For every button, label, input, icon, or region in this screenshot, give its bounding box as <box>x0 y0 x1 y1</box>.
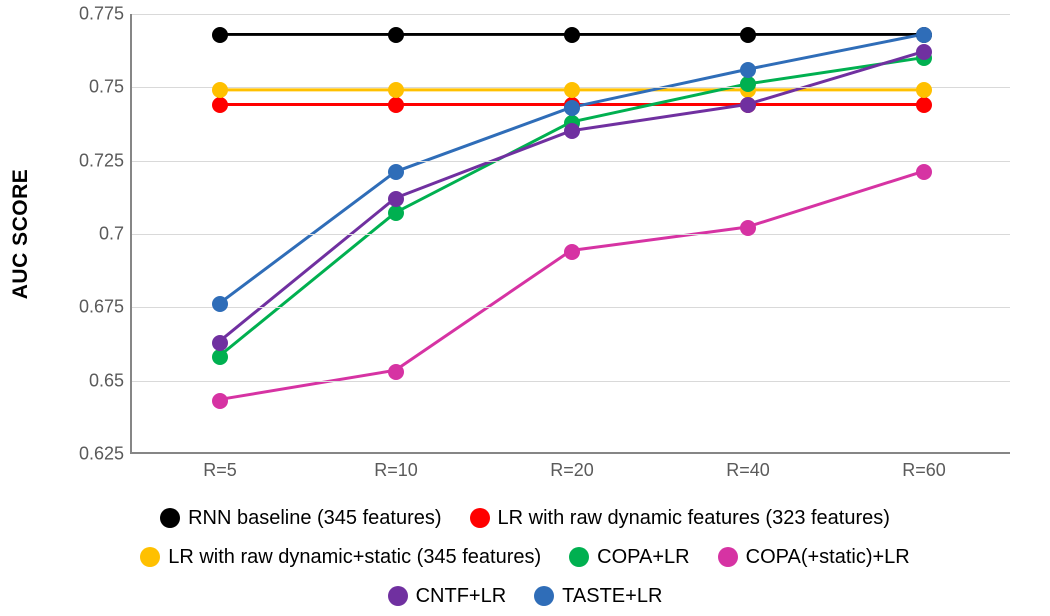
y-tick-label: 0.775 <box>79 4 132 25</box>
chart-container: AUC SCORE 0.6250.650.6750.70.7250.750.77… <box>0 0 1050 615</box>
y-tick-label: 0.7 <box>99 224 132 245</box>
gridline <box>132 14 1010 15</box>
legend-label: LR with raw dynamic features (323 featur… <box>498 500 890 536</box>
series-marker-cntf_lr <box>564 123 580 139</box>
series-marker-cntf_lr <box>740 97 756 113</box>
series-marker-lr_raw_dynamic <box>916 97 932 113</box>
legend-row: RNN baseline (345 features) LR with raw d… <box>0 500 1050 539</box>
legend-item-taste_lr: TASTE+LR <box>534 578 662 614</box>
series-marker-copa_static_lr <box>916 164 932 180</box>
legend-swatch <box>140 547 160 567</box>
gridline <box>132 161 1010 162</box>
series-marker-rnn_baseline <box>212 27 228 43</box>
legend-label: RNN baseline (345 features) <box>188 500 441 536</box>
series-marker-lr_raw_dyn_static <box>212 82 228 98</box>
series-marker-cntf_lr <box>212 335 228 351</box>
x-tick-label: R=5 <box>203 452 237 481</box>
series-marker-lr_raw_dyn_static <box>916 82 932 98</box>
legend-swatch <box>534 586 554 606</box>
legend-swatch <box>388 586 408 606</box>
series-marker-copa_static_lr <box>740 220 756 236</box>
series-svg <box>132 14 1010 452</box>
legend-item-copa_lr: COPA+LR <box>569 539 689 575</box>
series-marker-lr_raw_dynamic <box>212 97 228 113</box>
legend: RNN baseline (345 features)LR with raw d… <box>0 500 1050 616</box>
series-marker-copa_static_lr <box>564 244 580 260</box>
y-tick-label: 0.625 <box>79 444 132 465</box>
y-tick-label: 0.75 <box>89 77 132 98</box>
legend-item-lr_raw_dynamic: LR with raw dynamic features (323 featur… <box>470 500 890 536</box>
y-tick-label: 0.65 <box>89 370 132 391</box>
series-marker-copa_lr <box>212 349 228 365</box>
x-tick-label: R=60 <box>902 452 946 481</box>
gridline <box>132 307 1010 308</box>
legend-label: COPA+LR <box>597 539 689 575</box>
series-line-copa_static_lr <box>220 172 922 400</box>
legend-label: COPA(+static)+LR <box>746 539 910 575</box>
series-marker-copa_lr <box>388 205 404 221</box>
series-marker-copa_static_lr <box>212 393 228 409</box>
series-marker-rnn_baseline <box>388 27 404 43</box>
series-marker-lr_raw_dynamic <box>388 97 404 113</box>
series-marker-lr_raw_dyn_static <box>564 82 580 98</box>
series-marker-cntf_lr <box>388 191 404 207</box>
series-marker-taste_lr <box>916 27 932 43</box>
y-tick-label: 0.675 <box>79 297 132 318</box>
x-tick-label: R=20 <box>550 452 594 481</box>
legend-item-copa_static_lr: COPA(+static)+LR <box>718 539 910 575</box>
legend-item-lr_raw_dyn_static: LR with raw dynamic+static (345 features… <box>140 539 541 575</box>
series-marker-rnn_baseline <box>564 27 580 43</box>
series-marker-taste_lr <box>388 164 404 180</box>
series-marker-taste_lr <box>212 296 228 312</box>
series-marker-taste_lr <box>564 100 580 116</box>
legend-item-cntf_lr: CNTF+LR <box>388 578 507 614</box>
legend-swatch <box>160 508 180 528</box>
legend-row: CNTF+LR TASTE+LR <box>0 578 1050 616</box>
series-marker-taste_lr <box>740 62 756 78</box>
legend-swatch <box>470 508 490 528</box>
legend-swatch <box>569 547 589 567</box>
legend-label: CNTF+LR <box>416 578 507 614</box>
series-marker-rnn_baseline <box>740 27 756 43</box>
plot-area: 0.6250.650.6750.70.7250.750.775R=5R=10R=… <box>130 14 1010 454</box>
legend-row: LR with raw dynamic+static (345 features… <box>0 539 1050 578</box>
legend-label: LR with raw dynamic+static (345 features… <box>168 539 541 575</box>
series-marker-cntf_lr <box>916 44 932 60</box>
legend-item-rnn_baseline: RNN baseline (345 features) <box>160 500 441 536</box>
series-marker-copa_static_lr <box>388 364 404 380</box>
gridline <box>132 234 1010 235</box>
y-tick-label: 0.725 <box>79 150 132 171</box>
legend-label: TASTE+LR <box>562 578 662 614</box>
legend-swatch <box>718 547 738 567</box>
x-tick-label: R=40 <box>726 452 770 481</box>
y-axis-title: AUC SCORE <box>9 169 33 300</box>
series-marker-lr_raw_dyn_static <box>388 82 404 98</box>
series-marker-copa_lr <box>740 76 756 92</box>
x-tick-label: R=10 <box>374 452 418 481</box>
gridline <box>132 381 1010 382</box>
